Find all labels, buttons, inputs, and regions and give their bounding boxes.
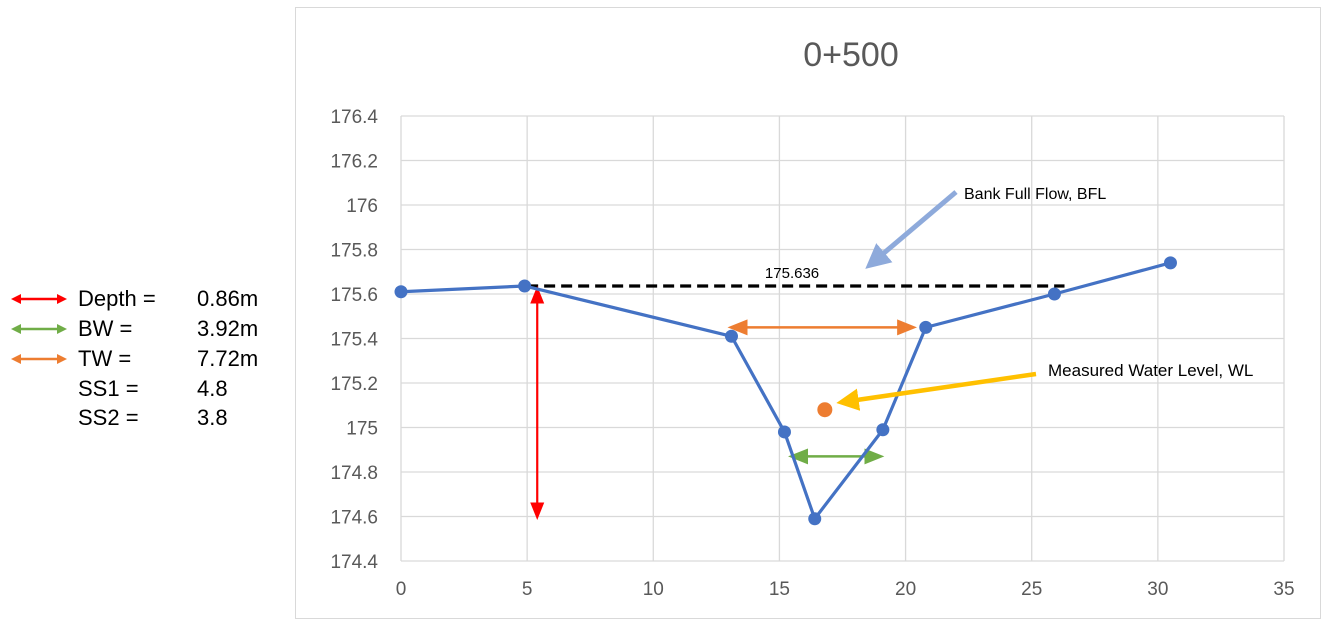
double-arrow-icon bbox=[11, 294, 67, 304]
data-point bbox=[919, 320, 933, 334]
cross-section-line bbox=[400, 261, 1171, 521]
bfl-annotation-text: Bank Full Flow, BFL bbox=[964, 186, 1106, 203]
legend-item-value: 7.72m bbox=[197, 346, 259, 371]
double-arrow-icon bbox=[11, 324, 67, 334]
y-tick-label: 176 bbox=[346, 196, 378, 217]
chart-frame: 0 5 10 15 20 25 30 35 176.4 176.2 176 175.8 175.6 175… bbox=[295, 7, 1321, 619]
y-tick-label: 175.6 bbox=[330, 285, 378, 306]
data-point bbox=[777, 425, 791, 439]
y-tick-label: 174.6 bbox=[330, 508, 378, 529]
chart-title: 0+500 bbox=[803, 36, 899, 74]
legend-item-value: 0.86m bbox=[197, 286, 259, 311]
legend-item-value: 3.8 bbox=[197, 405, 228, 430]
y-tick-label: 175 bbox=[346, 419, 378, 440]
cross-section-chart: 0 5 10 15 20 25 30 35 176.4 176.2 176 175.8 175.6 175… bbox=[330, 36, 1294, 600]
legend-item-value: 3.92m bbox=[197, 316, 259, 341]
y-tick-label: 175.2 bbox=[330, 374, 378, 395]
legend-item-label: SS2 = bbox=[78, 405, 139, 430]
legend-item-label: Depth = bbox=[78, 286, 156, 311]
y-tick-label: 174.8 bbox=[330, 463, 378, 484]
double-arrow-icon bbox=[11, 354, 67, 364]
y-tick-label: 174.4 bbox=[330, 552, 378, 573]
legend-item-label: BW = bbox=[78, 316, 133, 341]
x-tick-label: 35 bbox=[1273, 579, 1294, 600]
y-tick-label: 175.8 bbox=[330, 241, 378, 262]
data-point bbox=[1047, 287, 1061, 301]
legend-item-label: SS1 = bbox=[78, 376, 139, 401]
dimension-legend: Depth = 0.86m BW = 3.92m TW = 7.72m SS1 = 4.8 SS… bbox=[0, 0, 295, 623]
x-tick-label: 25 bbox=[1021, 579, 1042, 600]
data-point bbox=[518, 279, 532, 293]
legend-item-label: TW = bbox=[78, 346, 132, 371]
wl-annotation-text: Measured Water Level, WL bbox=[1048, 361, 1253, 380]
bfl-pointer-arrow bbox=[865, 190, 958, 269]
legend-item: TW = 7.72m bbox=[10, 344, 258, 374]
x-tick-label: 5 bbox=[522, 579, 533, 600]
x-tick-label: 20 bbox=[895, 579, 916, 600]
x-tick-label: 10 bbox=[643, 579, 664, 600]
y-tick-label: 176.4 bbox=[330, 107, 378, 128]
data-point bbox=[724, 329, 738, 343]
data-point bbox=[394, 285, 408, 299]
wl-pointer-arrow bbox=[836, 371, 1037, 411]
y-tick-label: 175.4 bbox=[330, 330, 378, 351]
legend-item: BW = 3.92m bbox=[10, 314, 258, 344]
data-point bbox=[876, 423, 890, 437]
data-point bbox=[808, 512, 822, 526]
bfl-value-label: 175.636 bbox=[765, 265, 819, 282]
water-level-point bbox=[817, 402, 833, 418]
legend-item-value: 4.8 bbox=[197, 376, 228, 401]
x-tick-label: 30 bbox=[1147, 579, 1168, 600]
x-tick-label: 0 bbox=[396, 579, 407, 600]
y-tick-label: 176.2 bbox=[330, 152, 378, 173]
legend-item: Depth = 0.86m bbox=[10, 284, 258, 314]
x-tick-label: 15 bbox=[769, 579, 790, 600]
data-point bbox=[1163, 256, 1177, 270]
